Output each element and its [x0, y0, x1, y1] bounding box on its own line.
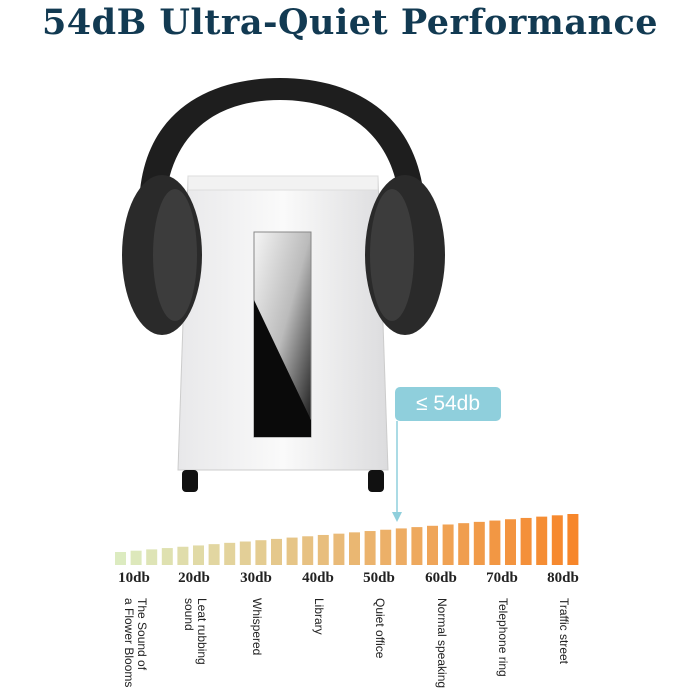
meter-bar — [255, 540, 267, 565]
meter-bar — [505, 519, 516, 565]
meter-bar — [271, 538, 282, 565]
meter-bar — [333, 533, 345, 565]
sound-example-label: Normal speaking — [435, 598, 449, 689]
meter-bar — [302, 536, 314, 565]
meter-bar — [239, 541, 251, 565]
wheel — [182, 470, 198, 492]
headphone-band — [139, 78, 426, 230]
sound-example-label: Telephone ring — [496, 598, 510, 677]
meter-bar — [380, 529, 392, 565]
sound-example-label: Leat rubbing sound — [182, 598, 209, 665]
wheel — [368, 470, 384, 492]
meter-bar — [520, 517, 532, 565]
meter-bar — [551, 515, 563, 565]
arrow-down-icon — [392, 512, 402, 522]
meter-bar — [473, 521, 485, 565]
meter-bar — [349, 532, 360, 565]
sound-example-label: Quiet office — [373, 598, 387, 659]
db-tick-label: 50db — [363, 570, 395, 586]
noise-level-callout: ≤ 54db — [395, 387, 501, 421]
db-tick-label: 70db — [486, 570, 518, 586]
meter-bar — [427, 525, 438, 565]
sound-example-label: Library — [312, 598, 326, 635]
db-tick-label: 30db — [240, 570, 272, 586]
sound-example-label: The Sound of a Flower Blooms — [122, 598, 149, 688]
meter-bar — [115, 552, 126, 565]
meter-bar — [224, 542, 236, 565]
db-tick-label: 20db — [178, 570, 210, 586]
sound-example-label: Traffic street — [557, 598, 571, 665]
meter-bar — [395, 528, 407, 565]
page-title: 54dB Ultra-Quiet Performance — [41, 2, 659, 43]
meter-bar — [193, 545, 204, 565]
meter-bar — [458, 523, 470, 565]
meter-bar — [317, 534, 329, 565]
db-tick-label: 10db — [118, 570, 150, 586]
meter-bar — [442, 524, 454, 565]
meter-bar — [161, 548, 173, 565]
meter-bar — [130, 550, 142, 565]
meter-bar — [489, 520, 501, 565]
meter-bar — [286, 537, 298, 565]
meter-bar — [567, 514, 579, 565]
meter-bar — [208, 544, 220, 565]
db-tick-label: 40db — [302, 570, 334, 586]
meter-bar — [364, 531, 376, 565]
meter-bar — [146, 549, 158, 565]
db-tick-label: 80db — [547, 570, 579, 586]
db-tick-label: 60db — [425, 570, 457, 586]
meter-bar — [411, 527, 423, 565]
sound-example-label: Whispered — [250, 598, 264, 656]
meter-bar — [536, 516, 548, 565]
meter-bar — [177, 546, 189, 565]
